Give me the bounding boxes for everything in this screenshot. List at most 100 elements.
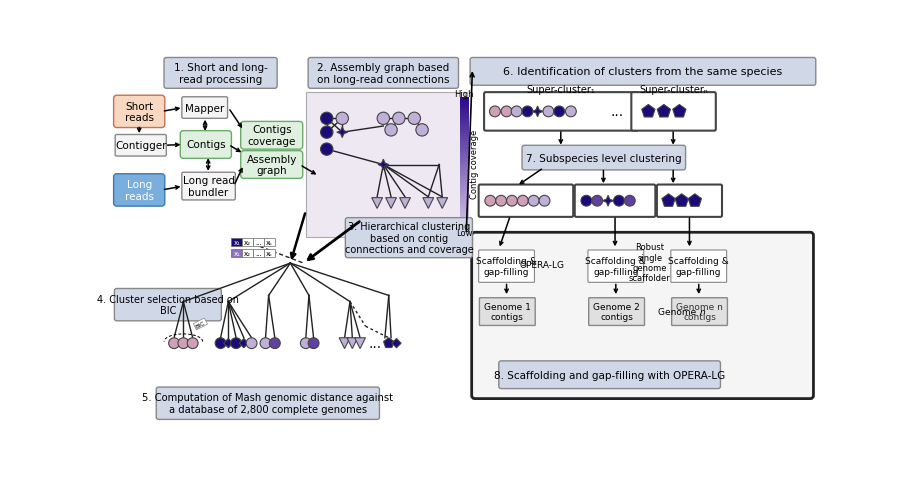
Bar bbox=[460, 221, 468, 223]
Text: Genome: Genome bbox=[658, 308, 700, 316]
Text: xₖ: xₖ bbox=[265, 251, 273, 256]
Text: Assembly
graph: Assembly graph bbox=[246, 155, 297, 176]
Bar bbox=[460, 212, 468, 214]
Bar bbox=[460, 170, 468, 172]
Circle shape bbox=[321, 113, 333, 125]
FancyBboxPatch shape bbox=[499, 361, 721, 389]
Bar bbox=[460, 153, 468, 155]
Text: 4. Cluster selection based on
BIC: 4. Cluster selection based on BIC bbox=[97, 294, 239, 316]
Bar bbox=[460, 172, 468, 175]
Bar bbox=[460, 113, 468, 115]
Text: x₂: x₂ bbox=[245, 240, 251, 246]
Text: BIC: BIC bbox=[195, 320, 206, 329]
FancyBboxPatch shape bbox=[484, 93, 638, 132]
Bar bbox=[460, 128, 468, 131]
Bar bbox=[460, 104, 468, 107]
Text: Contigger: Contigger bbox=[115, 141, 166, 151]
FancyBboxPatch shape bbox=[589, 298, 644, 326]
FancyBboxPatch shape bbox=[479, 251, 534, 283]
Bar bbox=[460, 214, 468, 216]
Polygon shape bbox=[437, 198, 447, 209]
Bar bbox=[460, 161, 468, 164]
Bar bbox=[232, 250, 243, 257]
FancyBboxPatch shape bbox=[479, 185, 574, 217]
FancyBboxPatch shape bbox=[671, 251, 726, 283]
Bar bbox=[460, 186, 468, 188]
Circle shape bbox=[501, 107, 512, 118]
Text: 8. Scaffolding and gap-filling with OPERA-LG: 8. Scaffolding and gap-filling with OPER… bbox=[494, 370, 725, 380]
Bar bbox=[460, 199, 468, 201]
Bar bbox=[460, 120, 468, 122]
Bar bbox=[460, 135, 468, 137]
Circle shape bbox=[321, 127, 333, 139]
FancyBboxPatch shape bbox=[345, 218, 473, 258]
Text: Robust
single
genome
scaffolder: Robust single genome scaffolder bbox=[629, 243, 671, 283]
Text: Scaffolding &
gap-filling: Scaffolding & gap-filling bbox=[476, 257, 537, 276]
Bar bbox=[460, 155, 468, 157]
Bar bbox=[460, 168, 468, 170]
Polygon shape bbox=[662, 194, 675, 207]
Text: Mapper: Mapper bbox=[185, 103, 225, 113]
FancyBboxPatch shape bbox=[574, 185, 655, 217]
Bar bbox=[460, 108, 468, 111]
Circle shape bbox=[336, 113, 348, 125]
Circle shape bbox=[554, 107, 564, 118]
Bar bbox=[460, 159, 468, 161]
Text: Genome 1
contigs: Genome 1 contigs bbox=[484, 302, 531, 322]
Bar bbox=[460, 118, 468, 120]
Text: ...: ... bbox=[255, 240, 262, 246]
Circle shape bbox=[231, 338, 242, 349]
Bar bbox=[460, 139, 468, 142]
Polygon shape bbox=[385, 198, 396, 209]
Bar bbox=[460, 197, 468, 199]
Circle shape bbox=[321, 144, 333, 156]
FancyBboxPatch shape bbox=[472, 233, 814, 399]
FancyBboxPatch shape bbox=[657, 185, 722, 217]
Bar bbox=[460, 164, 468, 166]
Circle shape bbox=[169, 338, 179, 349]
FancyBboxPatch shape bbox=[182, 173, 235, 201]
Text: n: n bbox=[700, 308, 705, 316]
Circle shape bbox=[215, 338, 226, 349]
Bar bbox=[264, 239, 275, 247]
Text: ...: ... bbox=[368, 336, 382, 350]
Circle shape bbox=[495, 196, 506, 207]
Circle shape bbox=[300, 338, 311, 349]
Bar bbox=[243, 250, 253, 257]
Circle shape bbox=[517, 196, 528, 207]
Circle shape bbox=[385, 124, 397, 137]
Bar bbox=[460, 177, 468, 179]
Bar bbox=[460, 146, 468, 148]
Bar bbox=[460, 150, 468, 153]
FancyBboxPatch shape bbox=[114, 96, 165, 128]
Bar bbox=[460, 205, 468, 208]
Text: Genome n
contigs: Genome n contigs bbox=[676, 302, 723, 322]
FancyBboxPatch shape bbox=[156, 387, 379, 420]
Text: 5. Computation of Mash genomic distance against
a database of 2,800 complete gen: 5. Computation of Mash genomic distance … bbox=[143, 393, 394, 414]
Circle shape bbox=[484, 196, 495, 207]
Polygon shape bbox=[642, 105, 655, 118]
Bar bbox=[460, 190, 468, 192]
Text: 3. Hierarchical clustering
based on contig
connections and coverage: 3. Hierarchical clustering based on cont… bbox=[345, 222, 474, 255]
Polygon shape bbox=[337, 128, 347, 138]
Circle shape bbox=[178, 338, 189, 349]
Polygon shape bbox=[675, 194, 688, 207]
FancyBboxPatch shape bbox=[305, 93, 464, 238]
Text: Low: Low bbox=[456, 228, 473, 237]
Circle shape bbox=[408, 113, 421, 125]
Polygon shape bbox=[239, 339, 248, 348]
Polygon shape bbox=[603, 196, 614, 207]
Bar bbox=[232, 239, 243, 247]
FancyBboxPatch shape bbox=[241, 151, 303, 179]
Text: Super-clusterₙ: Super-clusterₙ bbox=[639, 85, 708, 95]
Polygon shape bbox=[392, 339, 401, 348]
Polygon shape bbox=[384, 338, 394, 348]
Polygon shape bbox=[400, 198, 411, 209]
Text: High: High bbox=[454, 90, 474, 99]
Polygon shape bbox=[423, 198, 434, 209]
Bar bbox=[460, 208, 468, 210]
Circle shape bbox=[416, 124, 428, 137]
FancyBboxPatch shape bbox=[115, 135, 166, 157]
Circle shape bbox=[565, 107, 576, 118]
Polygon shape bbox=[657, 105, 671, 118]
